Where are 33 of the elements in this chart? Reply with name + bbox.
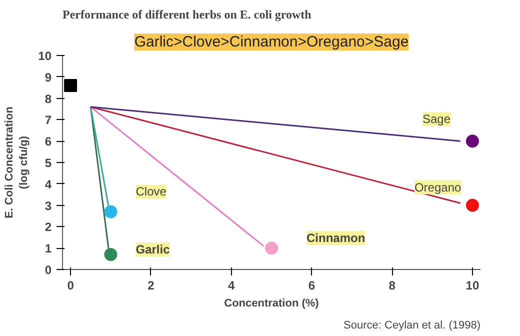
point <box>104 248 118 262</box>
y-tick-label: 5 <box>44 156 52 170</box>
y-tick-label: 6 <box>44 134 52 149</box>
y-tick-label: 8 <box>44 92 52 106</box>
y-tick-label: 7 <box>44 113 52 128</box>
y-tick-label: 0 <box>44 263 52 277</box>
x-axis-title: Concentration (%) <box>224 298 320 310</box>
point <box>64 78 78 92</box>
y-tick-label: 2 <box>44 220 52 234</box>
x-tick-label: 2 <box>148 278 155 292</box>
point <box>466 134 479 148</box>
x-tick-label: 6 <box>308 278 316 292</box>
series-label: Oregano <box>414 180 462 194</box>
source-note: Source: Ceylan et al. (1998) <box>344 320 481 332</box>
y-tick-label: 4 <box>44 177 52 192</box>
chart-title: Performance of different herbs on E. coli growth <box>62 8 312 22</box>
series-label: Garlic <box>136 242 170 257</box>
text: Cinnamon <box>306 231 366 246</box>
y-tick-label: 10 <box>38 49 52 63</box>
x-tick-label: 10 <box>466 278 480 292</box>
x-tick-label: 0 <box>67 278 74 292</box>
point <box>104 205 118 218</box>
point <box>265 242 278 255</box>
y-axis-title: E. Coli Concentration (log cfu/g) <box>4 106 30 218</box>
point <box>466 198 479 212</box>
series-label: Sage <box>422 112 451 126</box>
y-tick-label: 9 <box>44 70 52 84</box>
y-tick-label: 1 <box>44 242 52 256</box>
x-tick-label: 4 <box>228 278 235 292</box>
x-tick-label: 8 <box>388 278 396 292</box>
chart-subtitle: Garlic>Clove>Cinnamon>Oregano>Sage <box>134 34 409 50</box>
y-tick-label: 3 <box>44 198 52 213</box>
series-label: Clove <box>136 184 167 199</box>
